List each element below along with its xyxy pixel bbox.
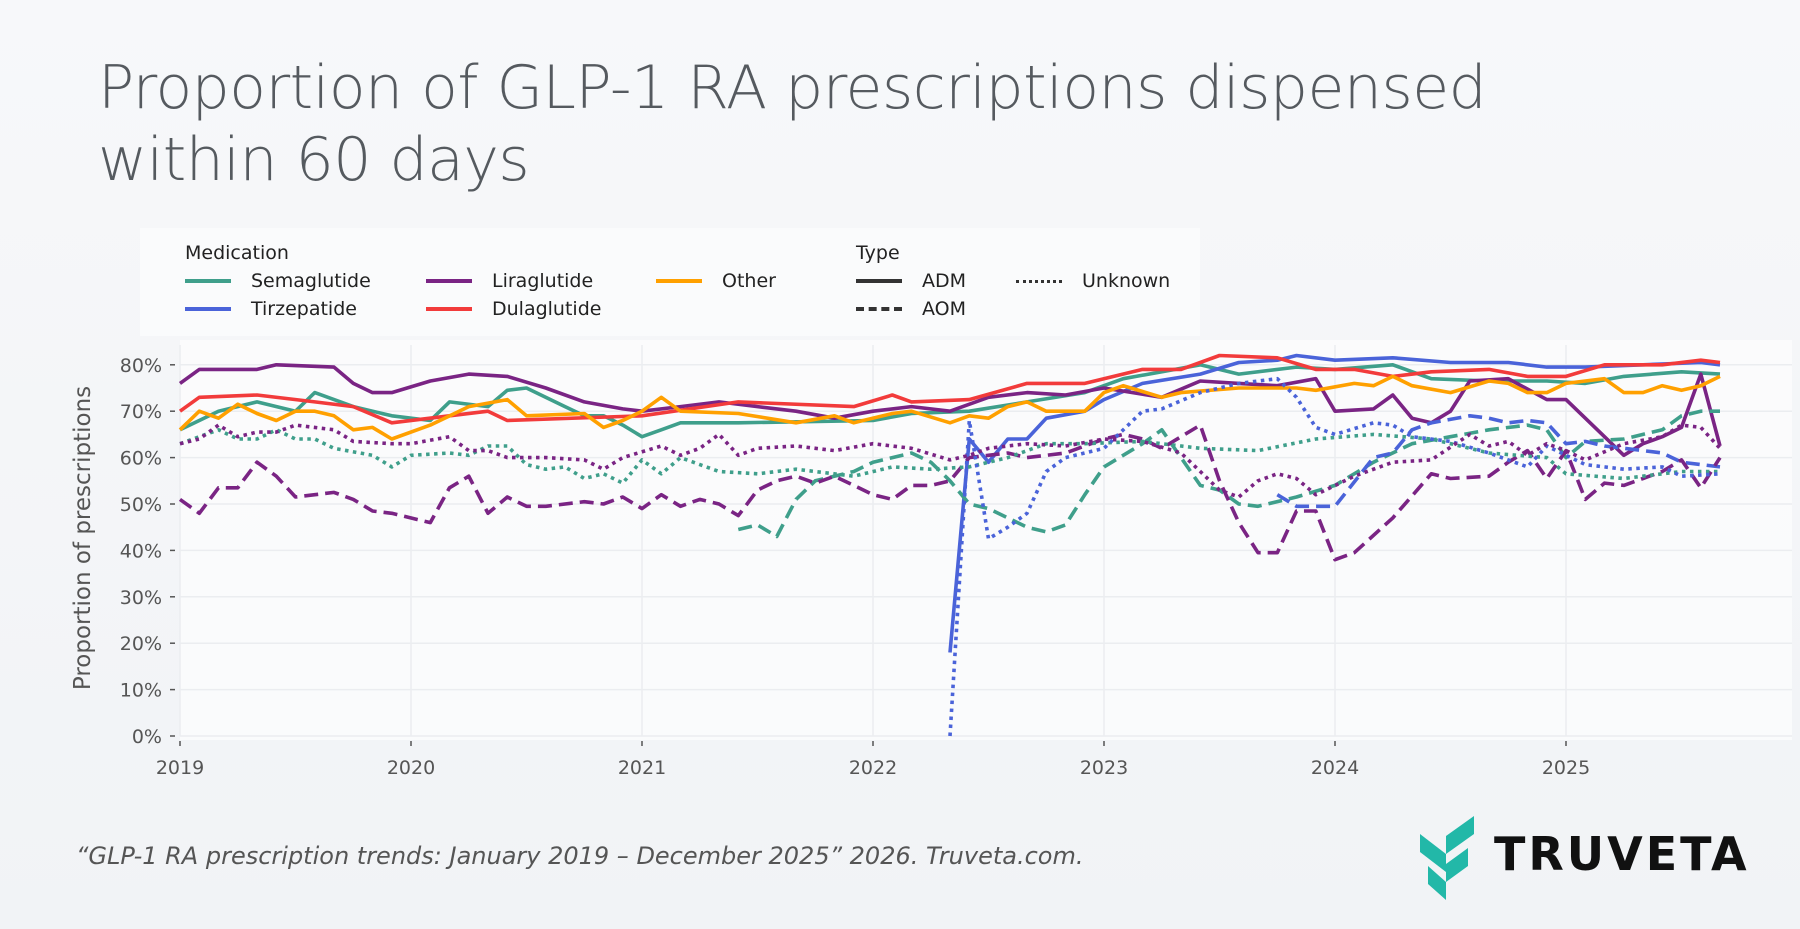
x-tick-label: 2021 — [618, 757, 666, 779]
legend-label: Other — [722, 270, 776, 292]
legend-item-aom[interactable]: AOM — [856, 298, 966, 320]
series-semaglutide-unknown — [179, 428, 1720, 485]
x-tick-label: 2024 — [1311, 757, 1359, 779]
y-tick-label: 10% — [120, 680, 162, 702]
legend-label: ADM — [922, 270, 967, 292]
x-tick-label: 2025 — [1542, 757, 1590, 779]
axes: 0% 10% 20% 30% 40% 50% 60% 70% 80% 2019 2020 2021 20… — [120, 355, 1590, 779]
legend-label: Unknown — [1082, 270, 1171, 292]
series-liraglutide-aom — [178, 423, 1722, 562]
legend-swatch — [856, 307, 902, 311]
plot-area — [180, 340, 1792, 740]
y-tick-label: 20% — [120, 633, 162, 655]
truveta-logo[interactable]: TRUVETA — [1418, 808, 1750, 900]
y-tick-label: 40% — [120, 540, 162, 562]
y-tick-label: 50% — [120, 494, 162, 516]
y-tick-label: 70% — [120, 401, 162, 423]
y-tick-label: 60% — [120, 448, 162, 470]
y-tick-label: 0% — [132, 726, 162, 748]
legend-swatch — [185, 279, 231, 283]
legend-label: Dulaglutide — [492, 298, 602, 320]
series-dulaglutide-adm — [178, 353, 1721, 425]
legend-medication-title: Medication — [185, 242, 289, 264]
legend-swatch — [426, 307, 472, 311]
legend: Medication Type Semaglutide Tirzepatide … — [140, 228, 1200, 336]
legend-swatch — [426, 279, 472, 283]
legend-label: Semaglutide — [251, 270, 371, 292]
citation: “GLP-1 RA prescription trends: January 2… — [76, 842, 1084, 870]
y-axis-label: Proportion of prescriptions — [70, 385, 96, 691]
legend-label: AOM — [922, 298, 967, 320]
legend-item-other[interactable]: Other — [656, 270, 776, 292]
series-liraglutide-adm — [178, 363, 1722, 458]
series-tirzepatide-adm — [948, 353, 1721, 653]
logo-text: TRUVETA — [1494, 827, 1750, 881]
x-tick-label: 2019 — [156, 757, 204, 779]
legend-type-title: Type — [856, 242, 900, 264]
legend-item-unknown[interactable]: Unknown — [1016, 270, 1170, 292]
series-semaglutide-adm — [179, 363, 1721, 439]
y-tick-label: 30% — [120, 587, 162, 609]
y-tick-label: 80% — [120, 355, 162, 377]
x-tick-label: 2020 — [387, 757, 435, 779]
series-liraglutide-unknown — [179, 423, 1722, 499]
series-lines — [178, 353, 1722, 737]
legend-item-liraglutide[interactable]: Liraglutide — [426, 270, 593, 292]
truveta-chevron-logo-icon — [1420, 816, 1474, 900]
legend-item-semaglutide[interactable]: Semaglutide — [185, 270, 371, 292]
legend-item-dulaglutide[interactable]: Dulaglutide — [426, 298, 601, 320]
series-other-adm — [178, 374, 1721, 441]
legend-swatch — [656, 279, 702, 283]
chart-title: Proportion of GLP-1 RA prescriptions dis… — [98, 53, 1487, 195]
legend-swatch — [1016, 279, 1062, 283]
legend-label: Tirzepatide — [251, 298, 357, 320]
x-tick-label: 2023 — [1080, 757, 1128, 779]
series-tirzepatide-unknown — [948, 376, 1721, 737]
x-tick-label: 2022 — [849, 757, 897, 779]
legend-swatch — [856, 279, 902, 283]
legend-swatch — [185, 307, 231, 311]
legend-label: Liraglutide — [492, 270, 594, 292]
legend-item-tirzepatide[interactable]: Tirzepatide — [185, 298, 357, 320]
legend-item-adm[interactable]: ADM — [856, 270, 966, 292]
